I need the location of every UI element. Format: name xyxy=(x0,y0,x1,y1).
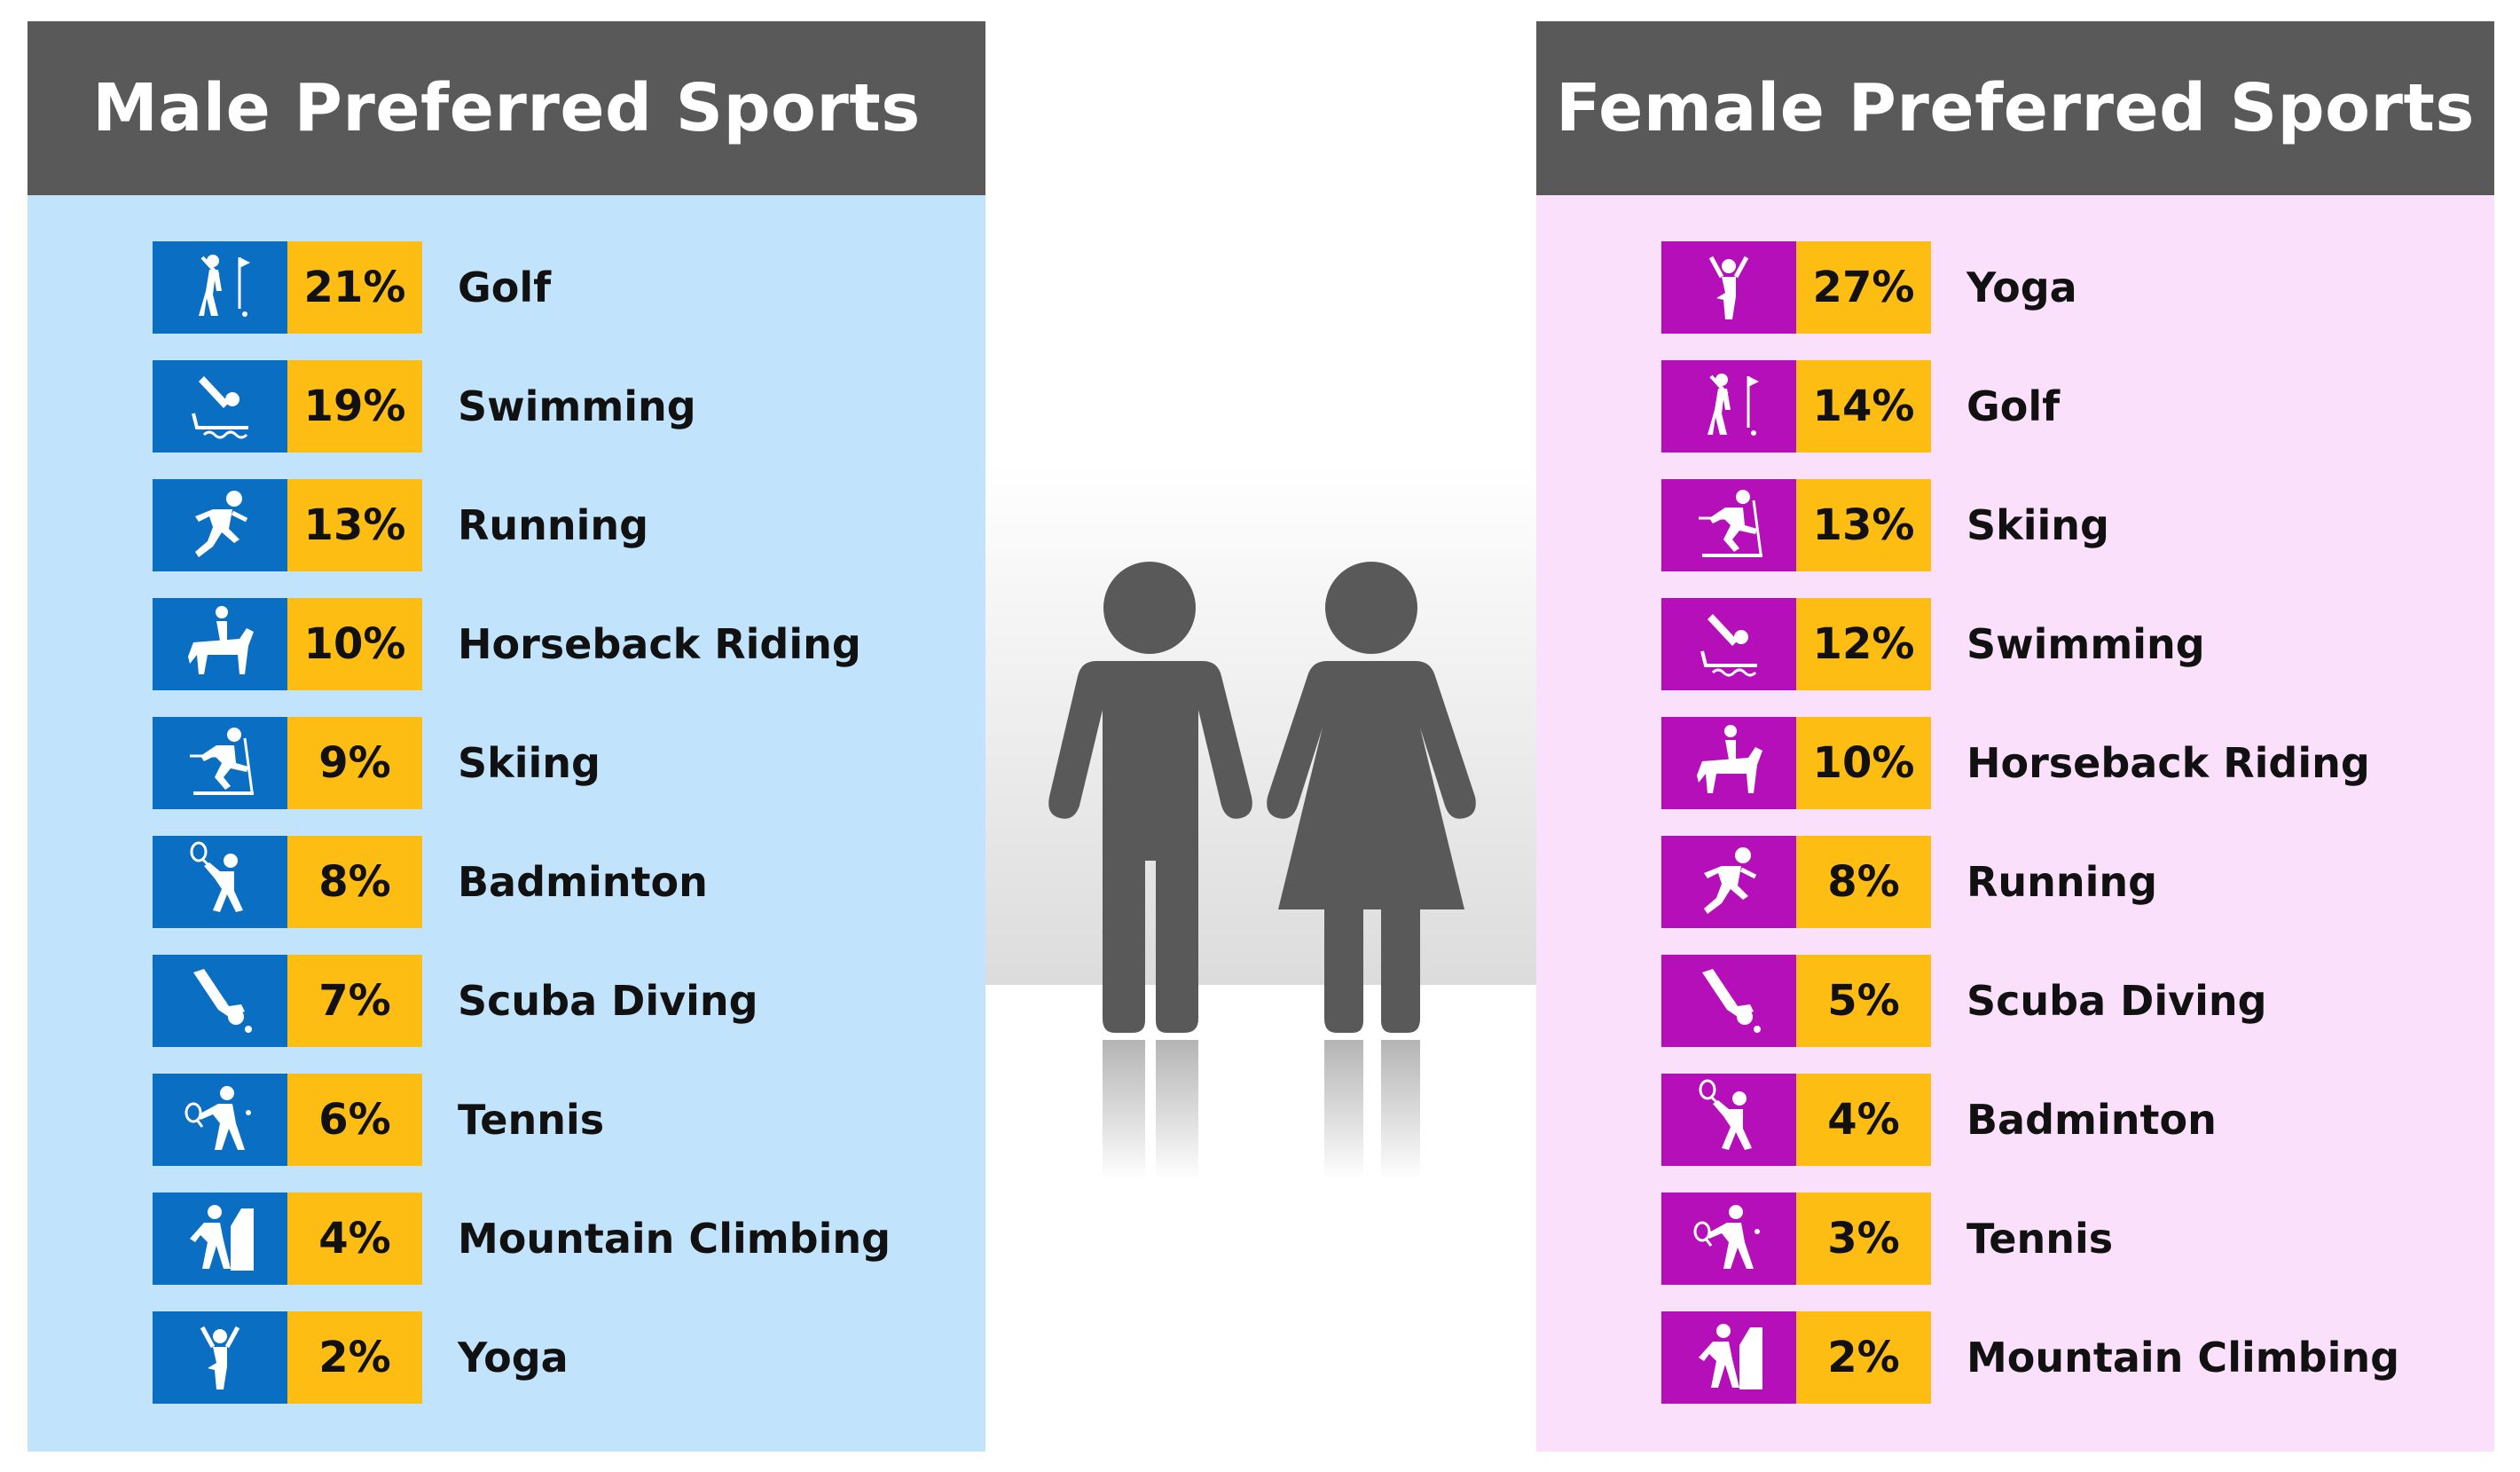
sport-label: Swimming xyxy=(458,382,696,430)
sport-label: Running xyxy=(458,501,649,549)
sport-percent: 2% xyxy=(287,1311,422,1404)
sport-percent: 6% xyxy=(287,1074,422,1166)
sport-row: 6% Tennis xyxy=(153,1074,951,1166)
horseback-riding-icon xyxy=(153,598,287,690)
female-panel-title: Female Preferred Sports xyxy=(1536,21,2494,195)
sport-row: 12% Swimming xyxy=(1661,598,2460,690)
sport-label: Badminton xyxy=(458,858,708,906)
scuba-diving-icon xyxy=(1661,955,1796,1047)
mountain-climbing-icon xyxy=(153,1193,287,1285)
sport-percent: 13% xyxy=(287,479,422,571)
sport-row: 10% Horseback Riding xyxy=(1661,717,2460,809)
sport-label: Horseback Riding xyxy=(458,620,861,668)
sport-percent: 8% xyxy=(1796,836,1931,928)
tennis-icon xyxy=(1661,1193,1796,1285)
sport-label: Running xyxy=(1967,858,2158,906)
sport-percent: 2% xyxy=(1796,1311,1931,1404)
sport-label: Scuba Diving xyxy=(458,977,758,1025)
sport-label: Mountain Climbing xyxy=(458,1215,891,1263)
sport-label: Tennis xyxy=(1967,1215,2114,1263)
sport-percent: 13% xyxy=(1796,479,1931,571)
male-panel-title: Male Preferred Sports xyxy=(27,21,985,195)
sport-label: Tennis xyxy=(458,1096,605,1144)
swimming-icon xyxy=(153,360,287,453)
running-icon xyxy=(153,479,287,571)
sport-label: Skiing xyxy=(458,739,601,787)
sport-label: Yoga xyxy=(458,1334,569,1381)
mountain-climbing-icon xyxy=(1661,1311,1796,1404)
sport-percent: 10% xyxy=(1796,717,1931,809)
sport-percent: 4% xyxy=(1796,1074,1931,1166)
sport-percent: 19% xyxy=(287,360,422,453)
skiing-icon xyxy=(1661,479,1796,571)
sport-row: 13% Skiing xyxy=(1661,479,2460,571)
sport-label: Golf xyxy=(458,264,552,311)
horseback-riding-icon xyxy=(1661,717,1796,809)
male-sports-panel: Male Preferred Sports 21% Golf 19% Swimming… xyxy=(27,21,985,1452)
skiing-icon xyxy=(153,717,287,809)
sport-label: Skiing xyxy=(1967,501,2109,549)
sport-label: Horseback Riding xyxy=(1967,739,2370,787)
sport-percent: 14% xyxy=(1796,360,1931,453)
sport-row: 10% Horseback Riding xyxy=(153,598,951,690)
yoga-icon xyxy=(1661,241,1796,334)
golf-icon xyxy=(1661,360,1796,453)
female-sports-panel: Female Preferred Sports 27% Yoga 14% Golf 13… xyxy=(1536,21,2494,1452)
sport-row: 4% Badminton xyxy=(1661,1074,2460,1166)
sport-percent: 3% xyxy=(1796,1193,1931,1285)
sport-percent: 12% xyxy=(1796,598,1931,690)
sport-label: Badminton xyxy=(1967,1096,2217,1144)
sport-percent: 5% xyxy=(1796,955,1931,1047)
yoga-icon xyxy=(153,1311,287,1404)
sport-row: 14% Golf xyxy=(1661,360,2460,453)
sport-percent: 7% xyxy=(287,955,422,1047)
sport-percent: 8% xyxy=(287,836,422,928)
sport-label: Yoga xyxy=(1967,264,2077,311)
sport-row: 2% Mountain Climbing xyxy=(1661,1311,2460,1404)
badminton-icon xyxy=(153,836,287,928)
sport-label: Golf xyxy=(1967,382,2061,430)
figure-reflection xyxy=(1103,1040,1420,1180)
sport-row: 9% Skiing xyxy=(153,717,951,809)
tennis-icon xyxy=(153,1074,287,1166)
man-figure-icon xyxy=(1048,562,1252,1033)
sport-row: 27% Yoga xyxy=(1661,241,2460,334)
man-and-woman-figure-icon xyxy=(985,461,1536,1180)
sport-percent: 9% xyxy=(287,717,422,809)
sport-label: Swimming xyxy=(1967,620,2205,668)
sport-percent: 4% xyxy=(287,1193,422,1285)
sport-row: 19% Swimming xyxy=(153,360,951,453)
sport-row: 2% Yoga xyxy=(153,1311,951,1404)
sport-row: 21% Golf xyxy=(153,241,951,334)
sport-label: Mountain Climbing xyxy=(1967,1334,2400,1381)
sport-row: 3% Tennis xyxy=(1661,1193,2460,1285)
golf-icon xyxy=(153,241,287,334)
swimming-icon xyxy=(1661,598,1796,690)
sport-row: 13% Running xyxy=(153,479,951,571)
sport-row: 5% Scuba Diving xyxy=(1661,955,2460,1047)
sport-row: 7% Scuba Diving xyxy=(153,955,951,1047)
sport-row: 8% Running xyxy=(1661,836,2460,928)
running-icon xyxy=(1661,836,1796,928)
sport-percent: 10% xyxy=(287,598,422,690)
woman-figure-icon xyxy=(1267,562,1476,1033)
sport-percent: 21% xyxy=(287,241,422,334)
scuba-diving-icon xyxy=(153,955,287,1047)
sport-percent: 27% xyxy=(1796,241,1931,334)
sport-label: Scuba Diving xyxy=(1967,977,2267,1025)
sport-row: 8% Badminton xyxy=(153,836,951,928)
sport-row: 4% Mountain Climbing xyxy=(153,1193,951,1285)
badminton-icon xyxy=(1661,1074,1796,1166)
